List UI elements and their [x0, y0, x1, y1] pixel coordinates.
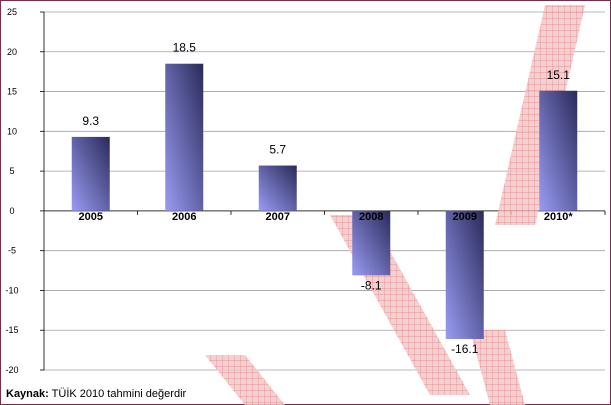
y-tick-label: -15 [5, 325, 18, 335]
y-tick-label: 5 [9, 166, 14, 176]
source-note: Kaynak: TÜİK 2010 tahmini değerdir [6, 388, 186, 400]
data-label: -16.1 [451, 342, 479, 356]
y-tick-label: 10 [7, 126, 17, 136]
source-label: Kaynak: [6, 388, 49, 400]
bar [352, 210, 391, 276]
y-tick-label: -20 [5, 365, 18, 375]
bar [539, 90, 578, 211]
y-tick-label: 25 [7, 7, 17, 17]
labels: -20 -15 -10 -5 0 5 10 15 20 25 2005 9.3 2006 18.5 2007… [5, 7, 573, 375]
data-label: 18.5 [173, 41, 197, 55]
y-tick-label: 15 [7, 87, 17, 97]
category-label: 2010* [544, 211, 573, 223]
data-label: 5.7 [269, 143, 286, 157]
category-label: 2007 [266, 211, 290, 223]
category-label: 2006 [172, 211, 196, 223]
bars [71, 63, 578, 339]
bar [258, 165, 297, 211]
y-tick-label: 20 [7, 47, 17, 57]
data-label: -8.1 [361, 278, 382, 292]
category-label: 2005 [79, 211, 103, 223]
source-text: TÜİK 2010 tahmini değerdir [51, 388, 187, 400]
data-label: 15.1 [547, 68, 571, 82]
data-label: 9.3 [82, 114, 99, 128]
y-tick-label: -10 [5, 285, 18, 295]
category-label: 2008 [359, 211, 383, 223]
bar [165, 63, 204, 211]
y-tick-label: -5 [8, 246, 16, 256]
y-tick-label: 0 [9, 206, 14, 216]
category-label: 2009 [453, 211, 477, 223]
bar [71, 136, 110, 211]
bar [445, 210, 484, 339]
